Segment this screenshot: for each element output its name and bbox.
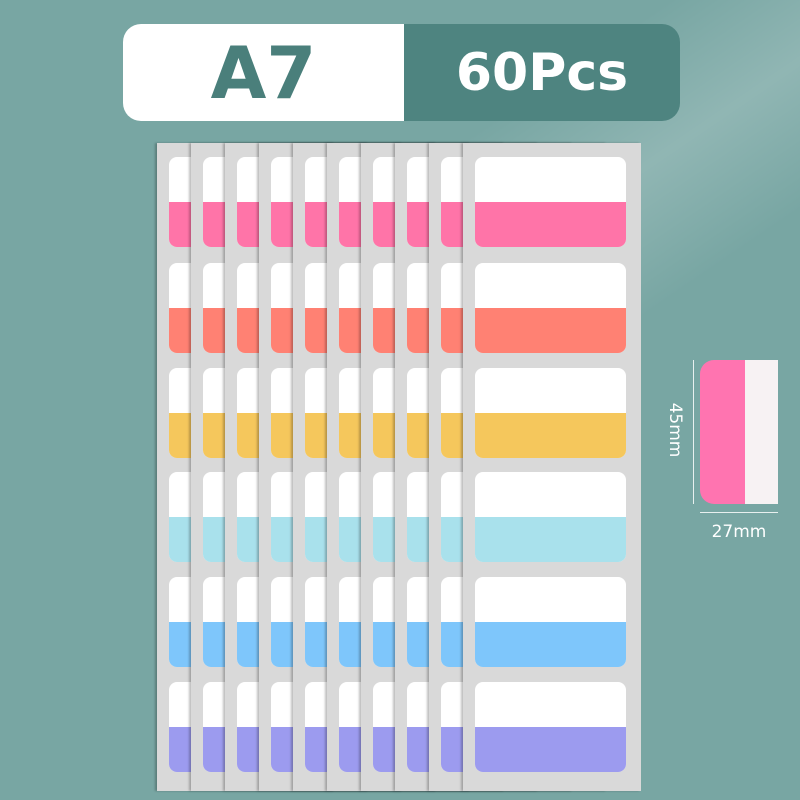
sticky-tab-illustration xyxy=(700,360,778,504)
sticky-tab-label xyxy=(475,577,626,667)
product-header-banner: A7 60Pcs xyxy=(123,24,680,121)
label-color-band xyxy=(475,727,626,772)
tab-clear-part xyxy=(745,360,778,504)
sticky-tab-label xyxy=(475,368,626,458)
label-color-band xyxy=(475,517,626,562)
sticker-sheet xyxy=(463,143,641,791)
width-label: 27mm xyxy=(711,522,767,542)
tab-color-part xyxy=(700,360,745,504)
label-color-band xyxy=(475,413,626,458)
height-dimension-line xyxy=(693,360,694,504)
size-label: A7 xyxy=(123,24,404,121)
height-label: 45mm xyxy=(665,402,685,458)
label-color-band xyxy=(475,622,626,667)
sticky-tab-label xyxy=(475,472,626,562)
width-dimension-line xyxy=(700,512,778,513)
label-color-band xyxy=(475,308,626,353)
sticky-tab-label xyxy=(475,263,626,353)
sticky-tab-label xyxy=(475,157,626,247)
count-label: 60Pcs xyxy=(404,24,680,121)
sticky-tab-label xyxy=(475,682,626,772)
label-color-band xyxy=(475,202,626,247)
